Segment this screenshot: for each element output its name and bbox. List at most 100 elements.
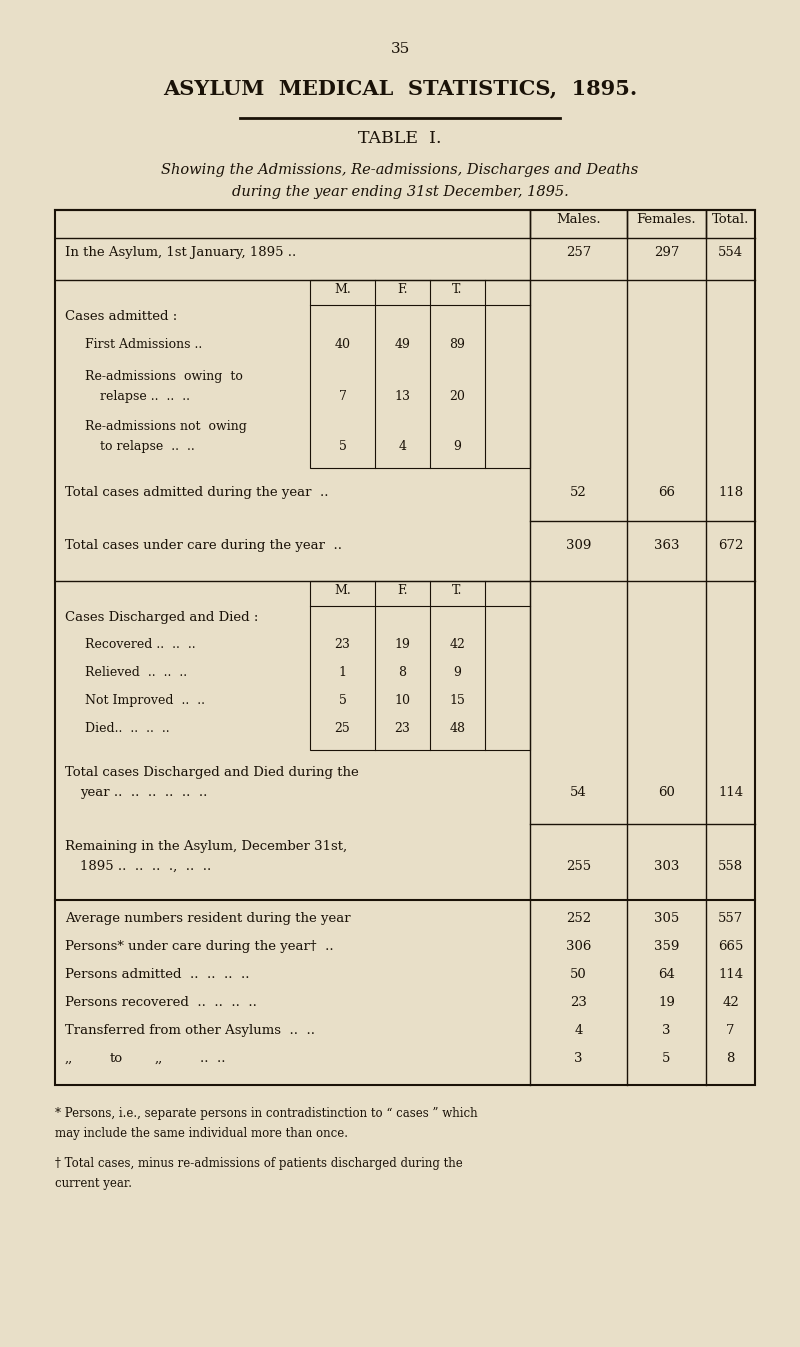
- Text: Remaining in the Asylum, December 31st,: Remaining in the Asylum, December 31st,: [65, 841, 347, 853]
- Text: Males.: Males.: [556, 213, 601, 226]
- Text: 20: 20: [450, 391, 466, 403]
- Text: 48: 48: [450, 722, 466, 735]
- Text: 15: 15: [450, 694, 466, 707]
- Text: 35: 35: [390, 42, 410, 57]
- Text: Total cases admitted during the year  ..: Total cases admitted during the year ..: [65, 486, 329, 498]
- Text: Relieved  ..  ..  ..: Relieved .. .. ..: [85, 665, 187, 679]
- Text: 5: 5: [662, 1052, 670, 1065]
- Text: 306: 306: [566, 940, 591, 952]
- Text: 54: 54: [570, 787, 587, 799]
- Text: Average numbers resident during the year: Average numbers resident during the year: [65, 912, 350, 925]
- Text: 5: 5: [338, 694, 346, 707]
- Text: 52: 52: [570, 486, 587, 498]
- Text: Total cases Discharged and Died during the: Total cases Discharged and Died during t…: [65, 766, 358, 779]
- Text: M.: M.: [334, 585, 351, 597]
- Text: 9: 9: [454, 440, 462, 453]
- Text: Cases admitted :: Cases admitted :: [65, 310, 178, 323]
- Text: 252: 252: [566, 912, 591, 925]
- Text: 23: 23: [570, 995, 587, 1009]
- Text: 1: 1: [338, 665, 346, 679]
- Text: 60: 60: [658, 787, 675, 799]
- Text: Cases Discharged and Died :: Cases Discharged and Died :: [65, 612, 258, 624]
- Text: 23: 23: [334, 638, 350, 651]
- Text: 305: 305: [654, 912, 679, 925]
- Text: F.: F.: [398, 585, 408, 597]
- Text: 3: 3: [574, 1052, 582, 1065]
- Text: 8: 8: [726, 1052, 734, 1065]
- Text: 5: 5: [338, 440, 346, 453]
- Text: to: to: [110, 1052, 123, 1065]
- Text: In the Asylum, 1st January, 1895 ..: In the Asylum, 1st January, 1895 ..: [65, 247, 296, 259]
- Text: 19: 19: [394, 638, 410, 651]
- Text: 10: 10: [394, 694, 410, 707]
- Text: 40: 40: [334, 338, 350, 352]
- Text: 672: 672: [718, 539, 743, 552]
- Text: 363: 363: [654, 539, 679, 552]
- Text: current year.: current year.: [55, 1177, 132, 1189]
- Text: 558: 558: [718, 859, 743, 873]
- Text: 89: 89: [450, 338, 466, 352]
- Text: Re-admissions  owing  to: Re-admissions owing to: [85, 370, 243, 383]
- Text: † Total cases, minus re-admissions of patients discharged during the: † Total cases, minus re-admissions of pa…: [55, 1157, 462, 1171]
- Text: 50: 50: [570, 968, 587, 981]
- Text: 13: 13: [394, 391, 410, 403]
- Text: * Persons, i.e., separate persons in contradistinction to “ cases ” which: * Persons, i.e., separate persons in con…: [55, 1107, 478, 1119]
- Text: 4: 4: [574, 1024, 582, 1037]
- Text: 23: 23: [394, 722, 410, 735]
- Text: to relapse  ..  ..: to relapse .. ..: [100, 440, 194, 453]
- Text: T.: T.: [452, 585, 462, 597]
- Text: ASYLUM  MEDICAL  STATISTICS,  1895.: ASYLUM MEDICAL STATISTICS, 1895.: [163, 78, 637, 98]
- Text: Transferred from other Asylums  ..  ..: Transferred from other Asylums .. ..: [65, 1024, 315, 1037]
- Text: Females.: Females.: [637, 213, 696, 226]
- Text: 19: 19: [658, 995, 675, 1009]
- Text: TABLE  I.: TABLE I.: [358, 131, 442, 147]
- Text: Not Improved  ..  ..: Not Improved .. ..: [85, 694, 205, 707]
- Text: 1895 ..  ..  ..  .,  ..  ..: 1895 .. .. .. ., .. ..: [80, 859, 211, 873]
- Text: Re-admissions not  owing: Re-admissions not owing: [85, 420, 247, 432]
- Text: 64: 64: [658, 968, 675, 981]
- Text: 4: 4: [398, 440, 406, 453]
- Text: Died..  ..  ..  ..: Died.. .. .. ..: [85, 722, 170, 735]
- Text: relapse ..  ..  ..: relapse .. .. ..: [100, 391, 190, 403]
- Text: M.: M.: [334, 283, 351, 296]
- Text: year ..  ..  ..  ..  ..  ..: year .. .. .. .. .. ..: [80, 787, 207, 799]
- Text: 7: 7: [726, 1024, 734, 1037]
- Text: 309: 309: [566, 539, 591, 552]
- Text: 66: 66: [658, 486, 675, 498]
- Text: 9: 9: [454, 665, 462, 679]
- Text: Total.: Total.: [712, 213, 749, 226]
- Text: Persons* under care during the year†  ..: Persons* under care during the year† ..: [65, 940, 334, 952]
- Text: 42: 42: [722, 995, 739, 1009]
- Text: 554: 554: [718, 247, 743, 259]
- Text: Recovered ..  ..  ..: Recovered .. .. ..: [85, 638, 196, 651]
- Text: 49: 49: [394, 338, 410, 352]
- Bar: [55, 210, 755, 1084]
- Text: 114: 114: [718, 787, 743, 799]
- Text: 118: 118: [718, 486, 743, 498]
- Text: ..  ..: .. ..: [200, 1052, 226, 1065]
- Text: 255: 255: [566, 859, 591, 873]
- Text: 8: 8: [398, 665, 406, 679]
- Text: 665: 665: [718, 940, 743, 952]
- Text: F.: F.: [398, 283, 408, 296]
- Text: ,,: ,,: [65, 1052, 74, 1065]
- Text: 42: 42: [450, 638, 466, 651]
- Text: T.: T.: [452, 283, 462, 296]
- Text: 25: 25: [334, 722, 350, 735]
- Text: First Admissions ..: First Admissions ..: [85, 338, 202, 352]
- Text: Persons admitted  ..  ..  ..  ..: Persons admitted .. .. .. ..: [65, 968, 250, 981]
- Text: Total cases under care during the year  ..: Total cases under care during the year .…: [65, 539, 342, 552]
- Text: during the year ending 31st December, 1895.: during the year ending 31st December, 18…: [232, 185, 568, 199]
- Text: 557: 557: [718, 912, 743, 925]
- Text: Showing the Admissions, Re-admissions, Discharges and Deaths: Showing the Admissions, Re-admissions, D…: [162, 163, 638, 176]
- Text: 114: 114: [718, 968, 743, 981]
- Bar: [310, 280, 530, 467]
- Text: 3: 3: [662, 1024, 670, 1037]
- Text: 257: 257: [566, 247, 591, 259]
- Text: Persons recovered  ..  ..  ..  ..: Persons recovered .. .. .. ..: [65, 995, 257, 1009]
- Text: 7: 7: [338, 391, 346, 403]
- Text: 303: 303: [654, 859, 679, 873]
- Text: ,,: ,,: [155, 1052, 163, 1065]
- Bar: [310, 581, 530, 750]
- Text: 359: 359: [654, 940, 679, 952]
